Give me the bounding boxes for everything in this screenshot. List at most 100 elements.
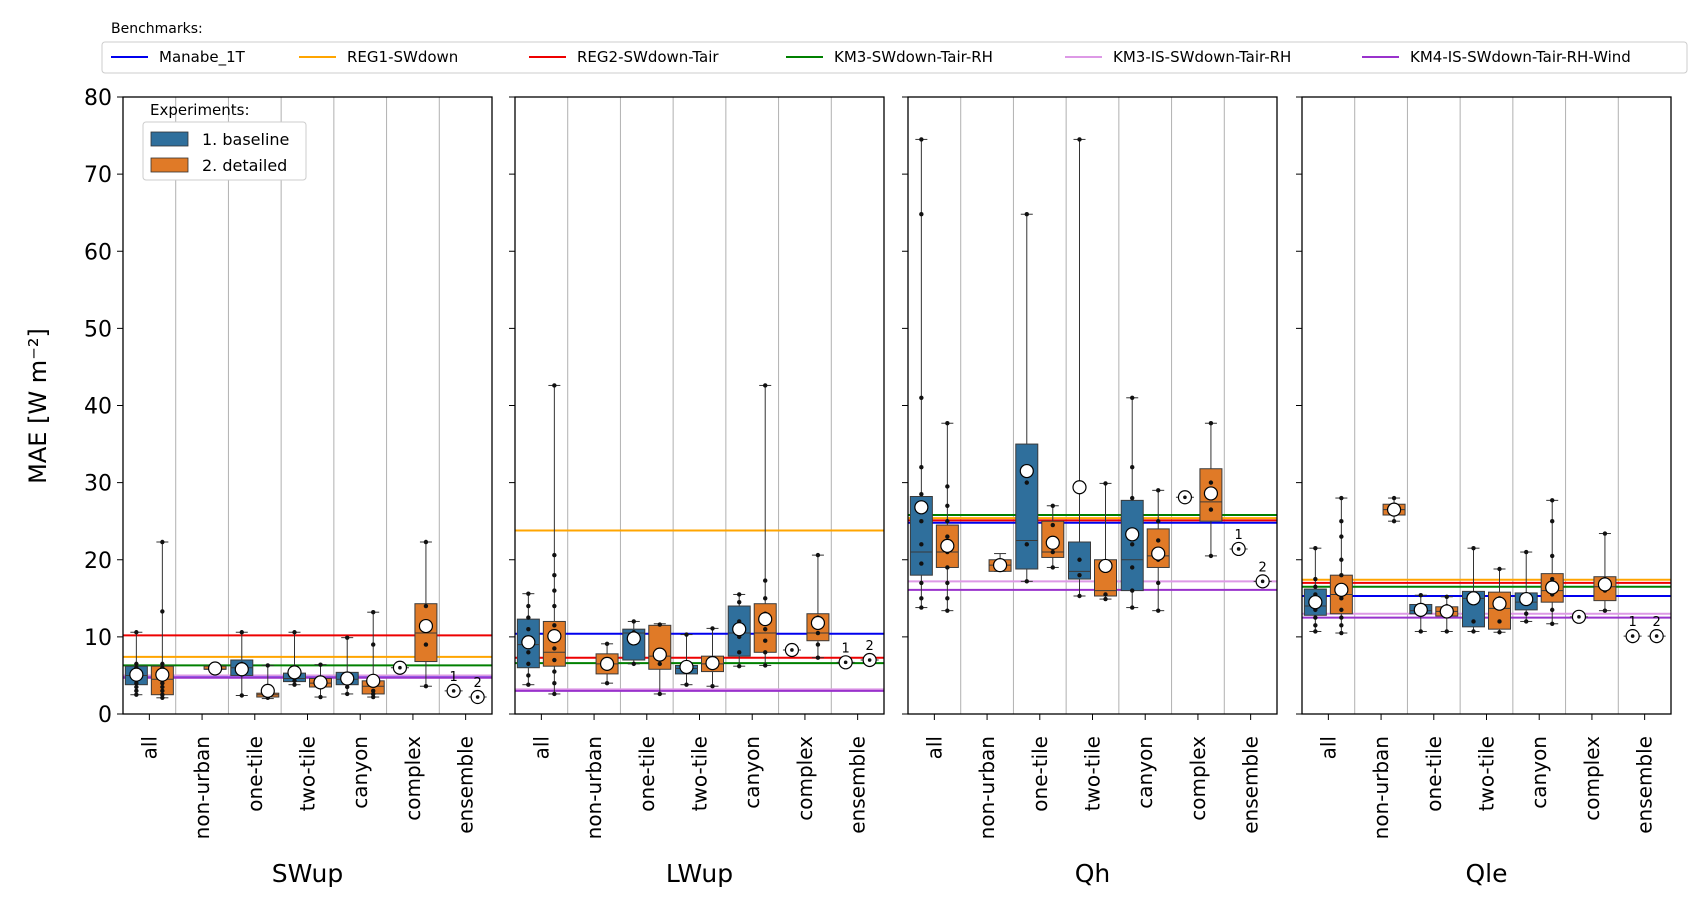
box-complex-1 (1175, 490, 1194, 505)
x-tick-label-complex: complex (793, 736, 817, 821)
mean-marker (1334, 582, 1349, 597)
data-point (1339, 615, 1344, 620)
data-point (1339, 518, 1344, 524)
data-point (1497, 566, 1502, 572)
box-two-tile-1 (675, 632, 698, 687)
data-point (737, 663, 742, 669)
data-point (919, 395, 924, 400)
data-point (945, 608, 950, 613)
panel-title-qle: Qle (1465, 859, 1507, 888)
data-point (867, 658, 872, 662)
y-axis-label: MAE [W m⁻²] (24, 328, 52, 484)
x-tick-label-one-tile: one-tile (635, 736, 659, 812)
ensemble-label-1: 1 (1235, 528, 1243, 543)
panel-title-lwup: LWup (666, 859, 733, 888)
legend-label-5: KM3-IS-SWdown-Tair-RH (1113, 48, 1291, 66)
data-point (552, 680, 557, 686)
data-point (1524, 619, 1529, 624)
data-point (371, 694, 376, 700)
box-one-tile-2 (1435, 594, 1459, 634)
x-tick-label-all: all (922, 736, 946, 759)
data-point (1050, 522, 1055, 528)
data-point (371, 691, 376, 697)
mean-marker (1098, 558, 1113, 574)
panel-lwup: 1 2 all non-urban one-tile two-tile canyon comp… (509, 96, 885, 888)
box-body (909, 496, 933, 576)
y-tick-label: 0 (98, 703, 112, 728)
data-point (1313, 584, 1318, 589)
mean-marker (129, 667, 144, 682)
mean-marker (366, 673, 381, 688)
box-two-tile-2 (701, 626, 724, 689)
panel-qh: 1 2 all non-urban one-tile two-tile canyon comp… (902, 96, 1278, 888)
data-point (710, 684, 715, 689)
ensemble-label-2: 2 (866, 639, 874, 654)
mean-marker (1072, 480, 1087, 495)
box-canyon-2 (1540, 498, 1564, 626)
data-point (526, 615, 531, 620)
data-point (631, 661, 636, 667)
data-point (737, 650, 742, 655)
mean-marker (1125, 527, 1140, 542)
data-point (763, 650, 768, 655)
x-tick-label-ensemble: ensemble (846, 736, 870, 834)
data-point (1024, 579, 1029, 584)
data-point (1550, 576, 1555, 582)
data-point (552, 646, 557, 651)
box-non-urban-2 (1382, 495, 1406, 524)
mean-marker (547, 629, 562, 644)
experiments-swatch-1 (150, 131, 189, 147)
mean-marker (418, 618, 434, 634)
data-point (1313, 629, 1318, 634)
data-point (1130, 495, 1135, 501)
legend-label-4: KM3-SWdown-Tair-RH (834, 48, 993, 66)
mean-marker (1413, 602, 1428, 617)
data-point (919, 580, 924, 586)
data-point (552, 691, 557, 697)
data-point (1024, 542, 1029, 547)
data-point (552, 669, 557, 674)
ensemble-label-2: 2 (1653, 615, 1661, 630)
mean-marker (313, 675, 328, 690)
data-point (1339, 630, 1344, 636)
data-point (945, 596, 950, 601)
x-tick-label-all: all (137, 736, 161, 759)
box-complex-2 (1593, 531, 1617, 613)
box-complex-1 (1569, 609, 1588, 624)
data-point (134, 680, 139, 686)
data-point (1550, 518, 1555, 524)
data-point (318, 694, 323, 700)
data-point (423, 684, 429, 689)
data-point (552, 588, 557, 593)
mean-marker (287, 665, 302, 680)
box-non-urban-2 (988, 553, 1012, 573)
data-point (657, 661, 662, 667)
data-point (239, 693, 244, 698)
x-tick-label-non-urban: non-urban (190, 736, 214, 839)
data-point (1444, 629, 1449, 634)
data-point (763, 596, 768, 601)
experiments-label-2: 2. detailed (202, 156, 287, 175)
box-canyon-2 (361, 609, 385, 700)
mean-marker (599, 656, 615, 671)
data-point (919, 212, 924, 217)
data-point (919, 465, 924, 470)
data-point (134, 684, 139, 690)
data-point (160, 692, 165, 697)
data-point (1339, 607, 1344, 613)
data-point (552, 383, 557, 388)
data-point (919, 596, 924, 601)
data-point (160, 680, 165, 686)
box-ensemble-2: 2 (1647, 615, 1666, 644)
box-canyon-2 (753, 383, 777, 668)
mean-marker (705, 655, 720, 671)
box-ensemble-2: 2 (1253, 560, 1272, 589)
y-tick-label: 60 (84, 240, 112, 265)
mean-marker (810, 615, 826, 631)
data-point (134, 661, 139, 667)
data-point (1156, 488, 1161, 493)
data-point (1050, 565, 1055, 570)
box-one-tile-1 (1015, 212, 1039, 584)
mean-marker (1466, 591, 1481, 606)
data-point (604, 680, 610, 686)
